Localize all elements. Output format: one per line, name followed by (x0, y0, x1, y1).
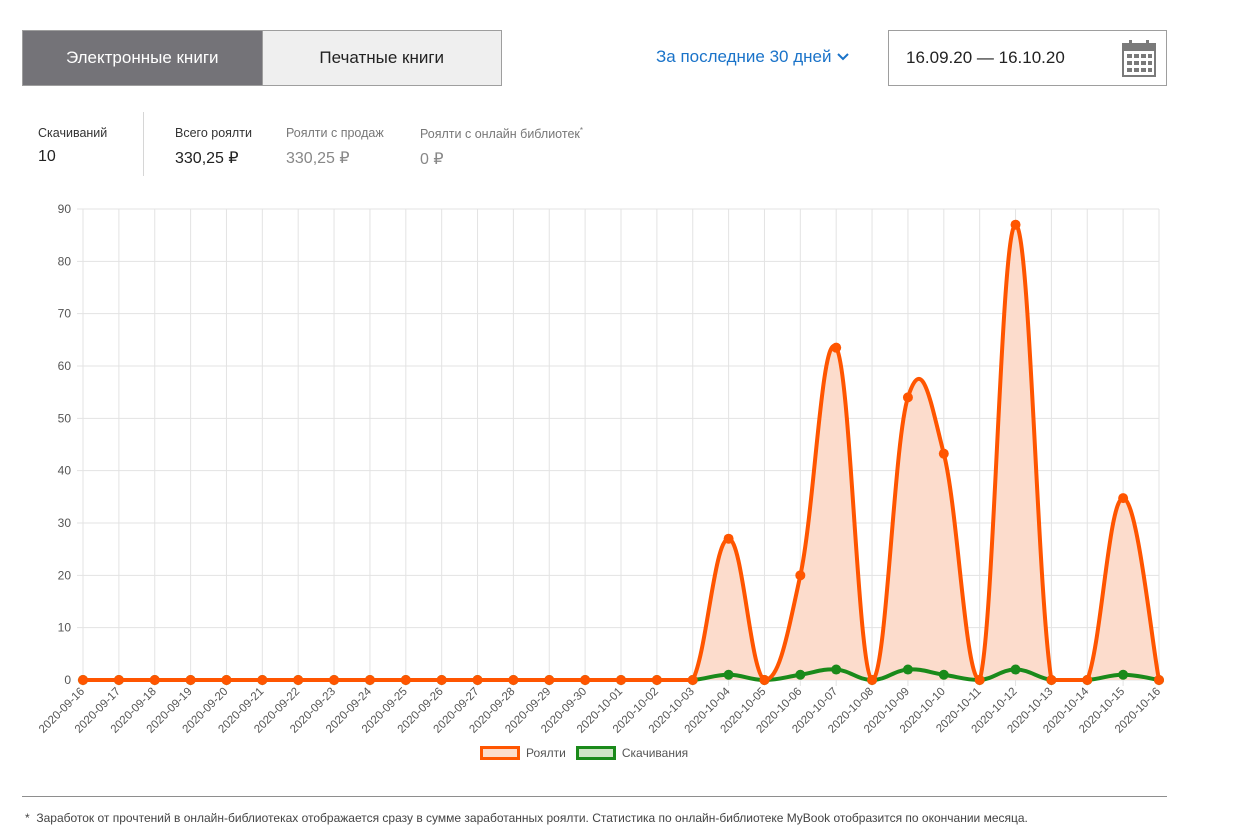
data-point-0 (795, 570, 806, 581)
chart-legend: Роялти Скачивания (480, 746, 698, 760)
y-tick-label: 30 (58, 516, 72, 530)
data-point-0 (185, 675, 196, 685)
data-point-1 (831, 664, 842, 675)
data-point-0 (508, 675, 519, 685)
data-point-0 (78, 675, 88, 685)
royalty-chart: 01020304050607080902020-09-162020-09-172… (37, 202, 1164, 736)
data-point-1 (723, 669, 734, 680)
data-point-0 (580, 675, 591, 685)
stat-total-royalty: Всего роялти 330,25 ₽ (175, 126, 252, 168)
data-point-0 (831, 342, 842, 353)
data-point-1 (938, 669, 949, 680)
footnote-divider (22, 796, 1167, 797)
data-point-0 (938, 448, 949, 459)
data-point-0 (687, 675, 698, 685)
data-point-0 (1154, 675, 1164, 685)
y-tick-label: 0 (64, 673, 71, 687)
y-tick-label: 10 (58, 621, 72, 635)
data-point-0 (1118, 493, 1129, 504)
stat-library-royalty-label: Роялти с онлайн библиотек* (420, 126, 583, 141)
legend-swatch-royalty (480, 746, 520, 760)
stat-downloads-label: Скачиваний (38, 126, 108, 140)
period-dropdown[interactable]: За последние 30 дней (656, 47, 850, 67)
data-point-1 (1118, 669, 1129, 680)
chevron-down-icon (837, 53, 850, 61)
data-point-0 (293, 675, 304, 685)
stat-library-royalty-value: 0 ₽ (420, 151, 444, 169)
data-point-0 (221, 675, 232, 685)
y-tick-label: 50 (58, 411, 72, 425)
data-point-0 (759, 675, 770, 685)
date-range-value: 16.09.20 — 16.10.20 (906, 48, 1065, 67)
legend-item-royalty[interactable]: Роялти (480, 746, 566, 760)
data-point-0 (974, 675, 985, 685)
stat-sales-royalty-value: 330,25 ₽ (286, 150, 350, 167)
data-point-0 (1046, 675, 1057, 685)
stat-library-royalty: Роялти с онлайн библиотек* 0 ₽ (420, 126, 583, 169)
data-point-0 (472, 675, 483, 685)
stat-sales-royalty-label: Роялти с продаж (286, 126, 384, 140)
data-point-0 (1082, 675, 1093, 685)
data-point-0 (257, 675, 268, 685)
y-tick-label: 70 (58, 307, 72, 321)
y-tick-label: 20 (58, 568, 72, 582)
tab-ebooks[interactable]: Электронные книги (23, 31, 262, 85)
date-range-field[interactable]: 16.09.20 — 16.10.20 (888, 30, 1167, 86)
data-point-0 (364, 675, 375, 685)
book-type-tabs: Электронные книги Печатные книги (22, 30, 502, 86)
legend-label-royalty: Роялти (526, 746, 566, 760)
footnote-marker: * (25, 811, 30, 825)
data-point-0 (544, 675, 555, 685)
data-point-0 (867, 675, 878, 685)
data-point-0 (149, 675, 160, 685)
legend-swatch-downloads (575, 746, 616, 760)
data-point-1 (795, 669, 806, 680)
data-point-1 (902, 664, 913, 675)
y-tick-label: 80 (58, 254, 72, 268)
stat-library-royalty-label-text: Роялти с онлайн библиотек (420, 127, 580, 142)
y-tick-label: 40 (58, 464, 72, 478)
footnote-text: Заработок от прочтений в онлайн-библиоте… (36, 811, 1028, 825)
legend-label-downloads: Скачивания (621, 746, 689, 760)
y-tick-label: 90 (58, 202, 72, 216)
footnote-marker: * (579, 126, 583, 135)
stat-downloads-value: 10 (38, 148, 56, 165)
data-point-0 (113, 675, 124, 685)
data-point-0 (902, 392, 913, 403)
data-point-0 (1010, 219, 1021, 230)
stat-downloads: Скачиваний 10 (38, 126, 107, 166)
stat-total-royalty-label: Всего роялти (175, 126, 252, 140)
data-point-0 (400, 675, 411, 685)
legend-item-downloads[interactable]: Скачивания (575, 746, 689, 760)
stat-total-royalty-value: 330,25 ₽ (175, 150, 239, 167)
stat-sales-royalty: Роялти с продаж 330,25 ₽ (286, 126, 384, 168)
data-point-1 (1010, 664, 1021, 675)
data-point-0 (329, 675, 340, 685)
y-tick-label: 60 (58, 359, 72, 373)
data-point-0 (723, 533, 734, 544)
data-point-0 (616, 675, 626, 685)
footnote: * Заработок от прочтений в онлайн-библио… (25, 811, 1028, 825)
data-point-0 (651, 675, 662, 685)
period-label: За последние 30 дней (656, 47, 832, 66)
tab-printed-books[interactable]: Печатные книги (261, 31, 501, 85)
stats-divider (143, 112, 144, 176)
calendar-icon[interactable] (1122, 39, 1156, 77)
data-point-0 (436, 675, 447, 685)
